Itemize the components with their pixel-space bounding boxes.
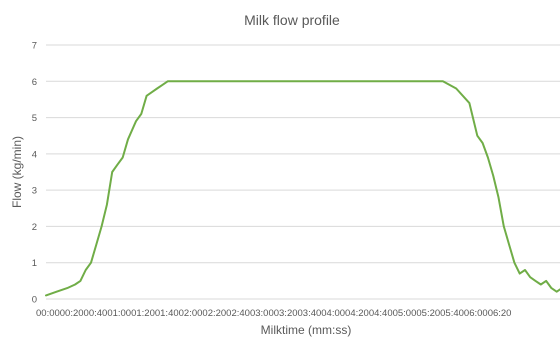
y-axis-title: Flow (kg/min) [10, 136, 24, 208]
x-tick-labels: 00:0000:2000:4001:0001:2001:4002:0002:20… [36, 308, 511, 319]
y-tick-label-3: 3 [32, 186, 37, 197]
y-tick-label-0: 0 [32, 295, 37, 306]
y-tick-label-2: 2 [32, 222, 37, 233]
series-line-0 [45, 80, 560, 297]
x-axis-title: Milktime (mm:ss) [261, 323, 352, 337]
y-tick-label-6: 6 [32, 77, 37, 88]
y-tick-label-5: 5 [32, 113, 37, 124]
series-layer [45, 80, 560, 297]
chart-title: Milk flow profile [244, 12, 340, 28]
y-tick-label-1: 1 [32, 258, 37, 269]
x-axis-ticks: 00:0000:2000:4001:0001:2001:4002:0002:20… [36, 308, 511, 319]
y-tick-label-4: 4 [32, 149, 37, 160]
y-axis-ticks: 0 1 2 3 4 5 6 7 [32, 41, 37, 306]
gridlines [46, 44, 560, 300]
y-tick-label-7: 7 [32, 41, 37, 52]
